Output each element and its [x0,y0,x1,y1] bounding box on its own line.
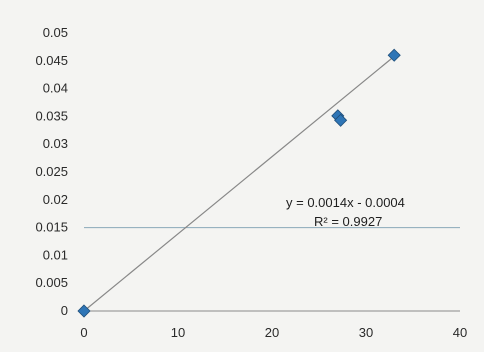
y-tick-label: 0.045 [35,53,68,68]
y-axis-tick-labels: 0 0.005 0.01 0.015 0.02 0.025 0.03 0.035 0.04 0.0… [35,25,68,318]
trendline-equation: y = 0.0014x - 0.0004 [286,195,405,210]
x-tick-label: 30 [359,325,373,340]
y-tick-label: 0.015 [35,220,68,235]
x-tick-label: 10 [171,325,185,340]
y-tick-label: 0.04 [43,81,68,96]
y-tick-label: 0.01 [43,247,68,262]
y-tick-label: 0.005 [35,275,68,290]
y-tick-label: 0.03 [43,136,68,151]
trendline [83,55,395,312]
y-tick-label: 0.035 [35,108,68,123]
y-tick-label: 0 [61,303,68,318]
data-point [334,113,348,127]
data-point [387,48,401,62]
data-points [77,48,401,318]
x-axis-tick-labels: 0 10 20 30 40 [80,325,467,340]
y-tick-label: 0.025 [35,164,68,179]
y-tick-label: 0.05 [43,25,68,40]
x-tick-label: 20 [265,325,279,340]
r-squared-label: R² = 0.9927 [314,214,382,229]
data-point [77,304,91,318]
x-tick-label: 0 [80,325,87,340]
y-tick-label: 0.02 [43,192,68,207]
x-tick-label: 40 [453,325,467,340]
